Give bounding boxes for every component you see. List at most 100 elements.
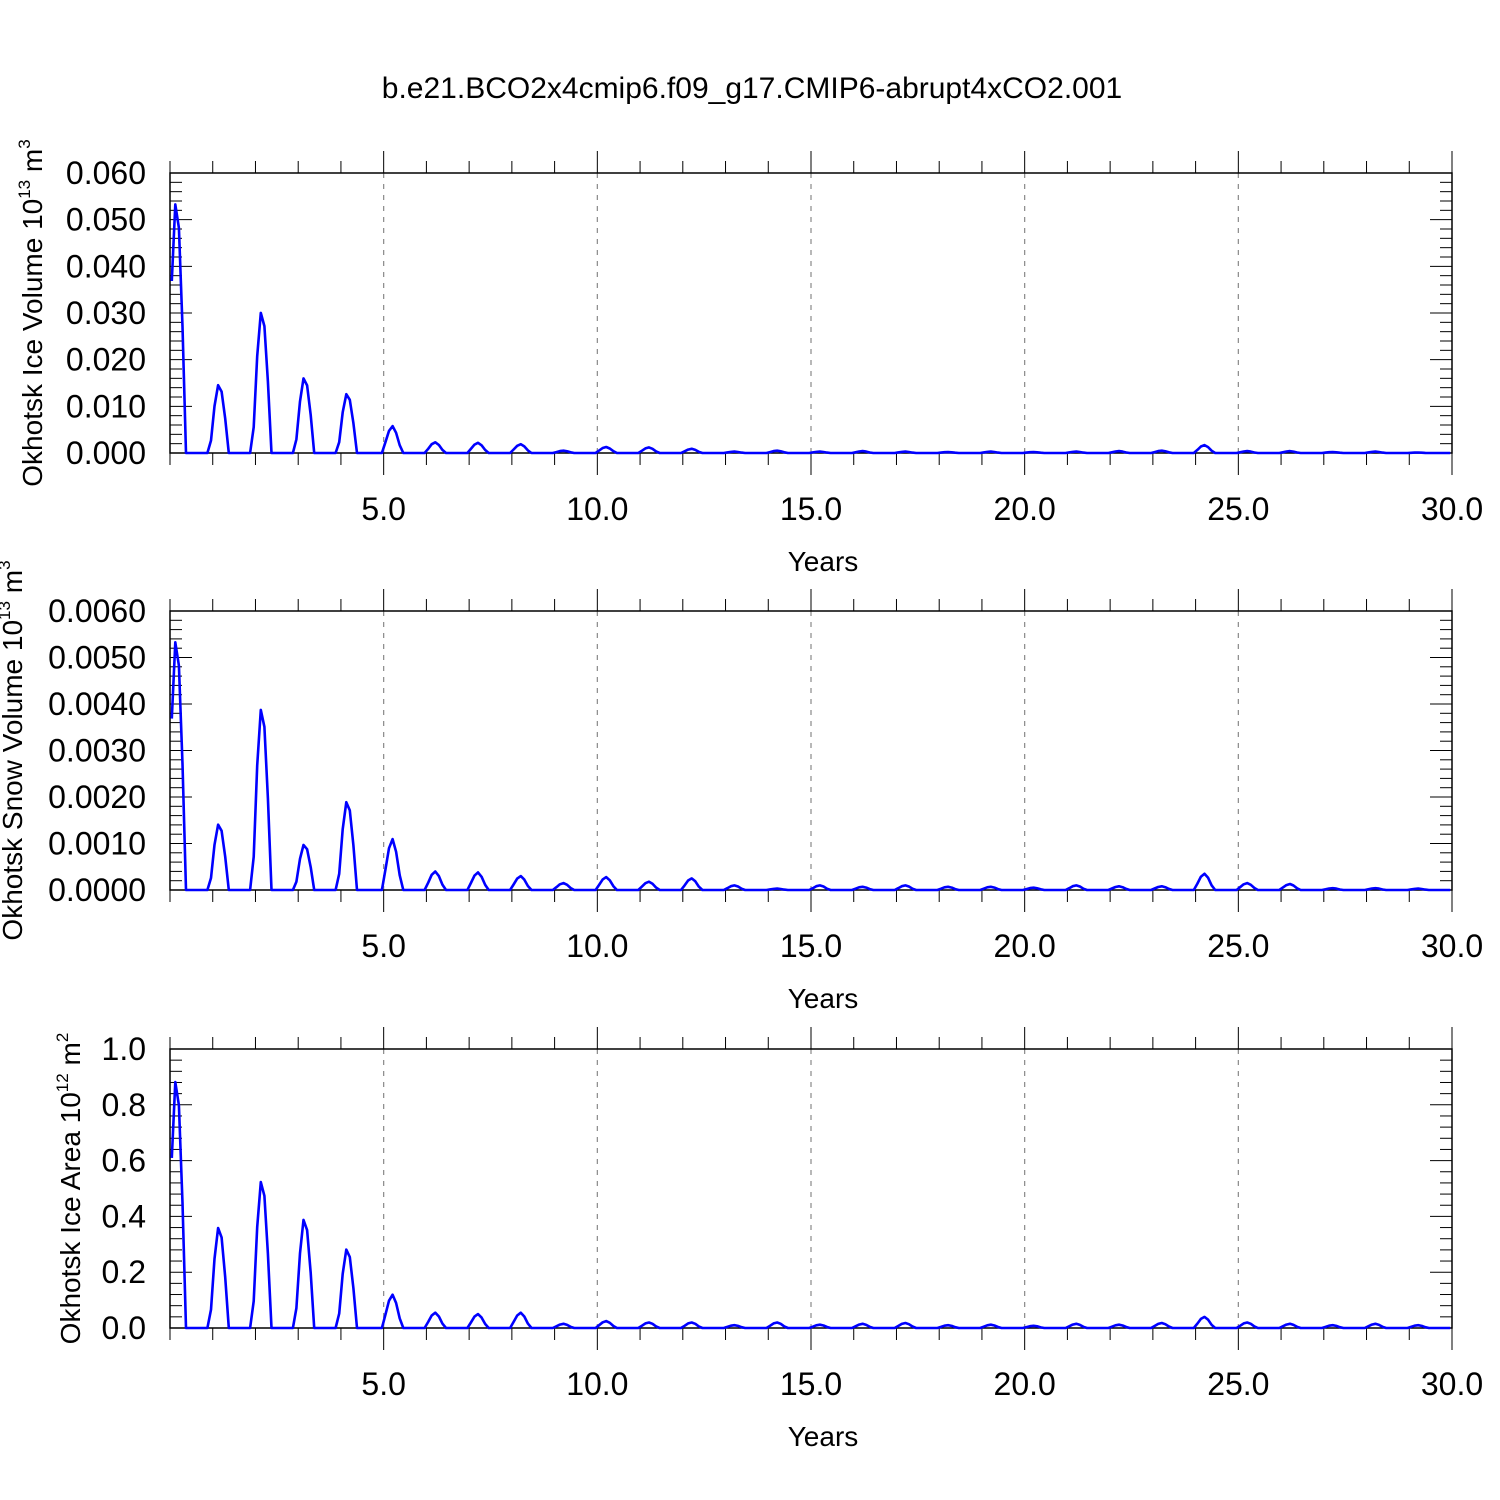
peak-point xyxy=(946,450,950,454)
plot-frame xyxy=(169,610,1453,891)
peak-point xyxy=(1159,449,1163,453)
x-tick-label: 30.0 xyxy=(1421,1366,1483,1402)
y-axis-label-unit: m xyxy=(0,570,28,601)
peak-point xyxy=(689,1320,693,1324)
y-tick-label: 0.0030 xyxy=(48,733,146,769)
plot-frame xyxy=(169,172,1453,454)
peak-point xyxy=(604,875,608,879)
peak-point xyxy=(903,1321,907,1325)
series-line xyxy=(170,641,1451,892)
peak-point xyxy=(1074,1322,1078,1326)
peak-point xyxy=(604,445,608,449)
peak-point xyxy=(217,821,221,825)
peak-point xyxy=(1330,1323,1334,1327)
x-axis-label: Years xyxy=(788,546,859,577)
peak-point xyxy=(433,869,437,873)
peak-point xyxy=(1373,1322,1377,1326)
peak-point xyxy=(647,445,651,449)
y-axis-label-text: Okhotsk Ice Volume 10 xyxy=(17,199,48,487)
peak-point xyxy=(1074,450,1078,454)
x-tick-label: 20.0 xyxy=(994,491,1056,527)
peak-point xyxy=(390,1293,394,1297)
peak-point xyxy=(689,447,693,451)
peak-point xyxy=(390,837,394,841)
x-tick-label: 5.0 xyxy=(361,928,405,964)
y-tick-label: 1.0 xyxy=(102,1031,146,1067)
panel-1: 5.0 10.0 15.0 20.0 25.0 30.0 0.000 0.010 0.020 0.… xyxy=(15,139,1483,577)
x-tick-label: 10.0 xyxy=(566,491,628,527)
peak-point xyxy=(433,1311,437,1315)
peak-point xyxy=(1031,886,1035,890)
peak-point xyxy=(303,842,307,846)
peak-point xyxy=(689,876,693,880)
y-tick-label: 0.8 xyxy=(102,1087,146,1123)
peak-point xyxy=(1245,881,1249,885)
peak-point xyxy=(903,450,907,454)
peak-point xyxy=(561,881,565,885)
peak-point xyxy=(1202,443,1206,447)
y-axis-label-text: Okhotsk Snow Volume 10 xyxy=(0,620,28,941)
peak-point xyxy=(1031,1324,1035,1328)
peak-point xyxy=(1117,449,1121,453)
peak-point xyxy=(303,374,307,378)
peak-point xyxy=(345,1245,349,1249)
peak-point xyxy=(303,1214,307,1218)
y-tick-label: 0.000 xyxy=(66,435,146,471)
y-axis-label-unit-exponent: 2 xyxy=(53,1033,72,1042)
peak-point xyxy=(775,449,779,453)
peak-point xyxy=(518,1311,522,1315)
y-axis-label-exponent: 13 xyxy=(15,180,34,199)
peak-point xyxy=(775,887,779,891)
peak-point xyxy=(946,1323,950,1327)
peak-point xyxy=(988,1323,992,1327)
peak-point xyxy=(345,390,349,394)
x-tick-label: 25.0 xyxy=(1207,1366,1269,1402)
peak-point xyxy=(518,874,522,878)
x-tick-label: 10.0 xyxy=(566,1366,628,1402)
y-axis-label: Okhotsk Snow Volume 1013 m3 xyxy=(0,560,28,940)
y-tick-label: 0.0050 xyxy=(48,640,146,676)
peak-point xyxy=(1330,886,1334,890)
y-tick-label: 0.6 xyxy=(102,1143,146,1179)
peak-point xyxy=(1245,449,1249,453)
peak-point xyxy=(775,1320,779,1324)
x-tick-label: 25.0 xyxy=(1207,928,1269,964)
x-axis-label: Years xyxy=(788,983,859,1014)
x-tick-label: 10.0 xyxy=(566,928,628,964)
peak-point xyxy=(732,1323,736,1327)
peak-point xyxy=(818,1323,822,1327)
peak-point xyxy=(818,450,822,454)
y-axis-label: Okhotsk Ice Area 1012 m2 xyxy=(53,1033,86,1345)
x-axis-label: Years xyxy=(788,1421,859,1452)
peak-point xyxy=(1031,450,1035,454)
y-tick-label: 0.0 xyxy=(102,1310,146,1346)
peak-point xyxy=(1373,886,1377,890)
peak-point xyxy=(433,440,437,444)
y-tick-label: 0.060 xyxy=(66,155,146,191)
peak-point xyxy=(946,885,950,889)
x-tick-label: 15.0 xyxy=(780,491,842,527)
peak-point xyxy=(860,1322,864,1326)
y-tick-label: 0.0060 xyxy=(48,593,146,629)
y-tick-label: 0.030 xyxy=(66,295,146,331)
peak-point xyxy=(217,1223,221,1227)
peak-point xyxy=(174,194,178,198)
x-tick-label: 25.0 xyxy=(1207,491,1269,527)
x-tick-label: 20.0 xyxy=(994,1366,1056,1402)
peak-point xyxy=(561,1322,565,1326)
peak-point xyxy=(647,880,651,884)
peak-point xyxy=(732,450,736,454)
peak-point xyxy=(345,797,349,801)
y-axis-label-unit-exponent: 3 xyxy=(15,139,34,148)
y-tick-label: 0.040 xyxy=(66,248,146,284)
peak-point xyxy=(1159,1321,1163,1325)
peak-point xyxy=(174,1072,178,1076)
y-axis-label-unit-exponent: 3 xyxy=(0,560,14,569)
peak-point xyxy=(1159,884,1163,888)
x-tick-label: 5.0 xyxy=(361,1366,405,1402)
y-tick-label: 0.0010 xyxy=(48,826,146,862)
peak-point xyxy=(988,885,992,889)
y-tick-label: 0.2 xyxy=(102,1254,146,1290)
x-tick-label: 20.0 xyxy=(994,928,1056,964)
